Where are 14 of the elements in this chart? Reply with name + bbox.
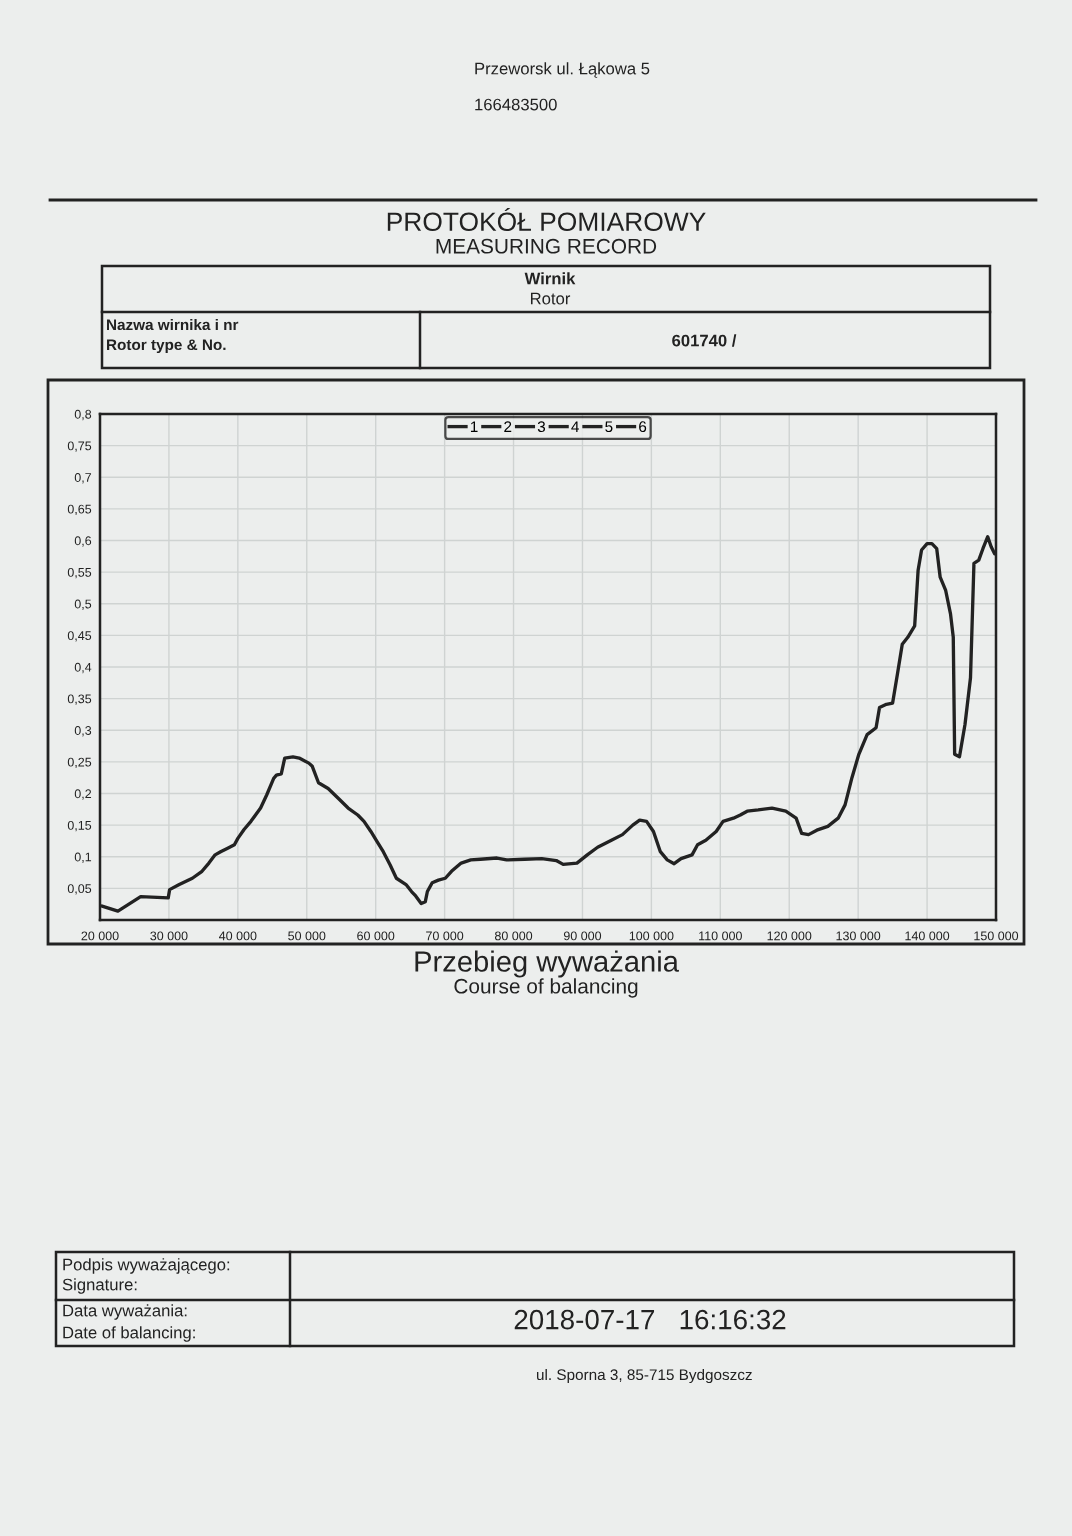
text: Przeworsk ul. Łąkowa 5 <box>475 62 650 78</box>
text: MEASURING RECORD <box>436 238 657 254</box>
text: Przebieg wyważania <box>415 950 679 978</box>
text: Rotor <box>530 292 571 305</box>
text: 166483500 <box>475 98 557 111</box>
text: Date of balancing: <box>63 1326 195 1342</box>
text: Data wyważania: <box>63 1304 187 1320</box>
text: Course of balancing <box>454 978 638 998</box>
text: PROTOKÓŁ POMIAROWY <box>387 207 706 232</box>
text: Signature: <box>62 1278 137 1294</box>
text: Wirnik <box>524 272 576 285</box>
text: Podpis wyważającego: <box>63 1258 230 1274</box>
text: 2018-07-17 16:16:32 <box>514 1309 786 1330</box>
text: 601740 / <box>672 334 737 347</box>
